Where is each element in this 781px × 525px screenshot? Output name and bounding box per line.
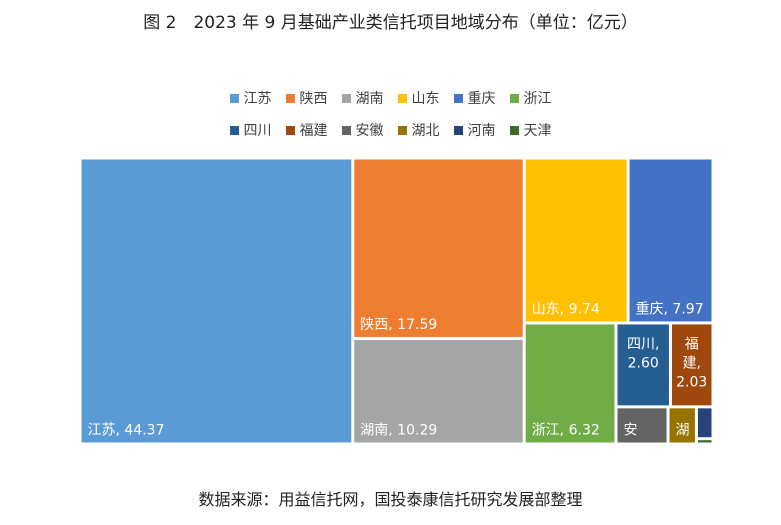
treemap-label: 湖南, 10.29 [360, 423, 437, 439]
treemap-rect [81, 159, 352, 443]
legend-item: 山东 [397, 88, 440, 108]
treemap-tile-河南 [697, 408, 712, 438]
treemap-rect [525, 159, 627, 322]
treemap-label: 四川, 2.60 [627, 336, 659, 371]
legend-label: 河南 [467, 123, 496, 139]
treemap-label: 安 [623, 423, 637, 439]
treemap-label: 山东, 9.74 [532, 301, 600, 317]
treemap-tile-四川: 四川, 2.60 [617, 324, 669, 406]
treemap-tile-浙江: 浙江, 6.32 [525, 324, 615, 443]
legend-label: 湖北 [411, 123, 440, 139]
legend-item: 河南 [453, 120, 496, 140]
treemap-tile-江苏: 江苏, 44.37 [81, 159, 352, 443]
legend-swatch [229, 93, 239, 103]
legend-item: 天津 [509, 120, 552, 140]
treemap-rect [354, 159, 523, 337]
legend-swatch [285, 93, 295, 103]
treemap-label: 湖 [676, 423, 690, 439]
legend-swatch [509, 93, 519, 103]
legend-item: 江苏 [229, 88, 272, 108]
legend-label: 湖南 [355, 91, 384, 107]
treemap-tile-陕西: 陕西, 17.59 [354, 159, 523, 337]
treemap-rect [617, 324, 669, 406]
legend-swatch [509, 125, 519, 135]
treemap-rect [525, 324, 615, 443]
treemap-label: 重庆, 7.97 [636, 301, 704, 317]
legend-swatch [229, 125, 239, 135]
legend-item: 福建 [285, 120, 328, 140]
treemap-rect [697, 408, 712, 438]
source-note: 数据来源：用益信托网，国投泰康信托研究发展部整理 [198, 490, 583, 509]
treemap-label: 福建, 2.03 [676, 336, 707, 390]
legend-row-1: 江苏 陕西 湖南 山东 重庆 浙江 [0, 88, 781, 108]
treemap-label: 陕西, 17.59 [360, 317, 437, 333]
legend-item: 湖南 [341, 88, 384, 108]
legend-label: 四川 [243, 123, 272, 139]
legend-swatch [285, 125, 295, 135]
legend-item: 陕西 [285, 88, 328, 108]
legend-swatch [397, 93, 407, 103]
treemap-tile-安徽: 安 [617, 408, 667, 443]
treemap-label: 浙江, 6.32 [532, 423, 600, 439]
chart-title: 图 2 2023 年 9 月基础产业类信托项目地域分布（单位：亿元） [143, 13, 638, 33]
treemap-tile-山东: 山东, 9.74 [525, 159, 627, 322]
treemap-tile-天津 [697, 440, 712, 443]
legend-label: 重庆 [467, 91, 496, 107]
treemap-rect [354, 339, 523, 443]
treemap-tile-湖南: 湖南, 10.29 [354, 339, 523, 443]
treemap-rect [669, 408, 695, 443]
legend-label: 福建 [299, 123, 328, 139]
legend-swatch [453, 125, 463, 135]
treemap-tile-湖北: 湖 [669, 408, 695, 443]
legend-label: 江苏 [243, 91, 272, 107]
legend-item: 湖北 [397, 120, 440, 140]
legend-label: 天津 [523, 123, 552, 139]
treemap-label: 江苏, 44.37 [88, 423, 165, 439]
legend-item: 浙江 [509, 88, 552, 108]
legend-item: 安徽 [341, 120, 384, 140]
legend-swatch [341, 93, 351, 103]
legend-label: 安徽 [355, 123, 384, 139]
treemap-rect [629, 159, 712, 322]
treemap-tile-福建: 福建, 2.03 [671, 324, 712, 406]
legend-item: 四川 [229, 120, 272, 140]
treemap-rect [617, 408, 667, 443]
legend-label: 山东 [411, 91, 440, 107]
legend-swatch [397, 125, 407, 135]
treemap-tile-重庆: 重庆, 7.97 [629, 159, 712, 322]
treemap-rect [697, 440, 712, 443]
legend-swatch [341, 125, 351, 135]
legend-label: 陕西 [299, 91, 328, 107]
treemap-rect [671, 324, 712, 406]
legend-row-2: 四川 福建 安徽 湖北 河南 天津 [0, 120, 781, 140]
legend-item: 重庆 [453, 88, 496, 108]
legend-swatch [453, 93, 463, 103]
legend-label: 浙江 [523, 91, 552, 107]
